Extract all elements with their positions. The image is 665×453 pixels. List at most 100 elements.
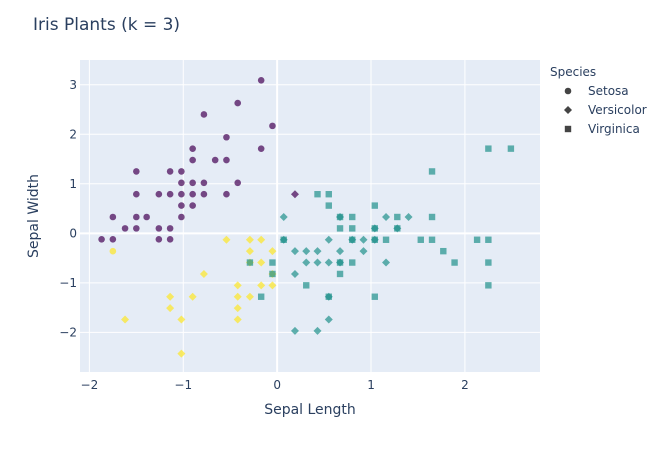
data-point-setosa	[223, 133, 230, 141]
x-tick-labels: −2 −1 0 1 2	[81, 378, 469, 392]
data-point-versicolor	[222, 235, 231, 244]
data-point-virginica	[428, 236, 436, 243]
data-point-versicolor	[313, 247, 322, 256]
data-point-virginica	[485, 236, 492, 243]
data-point-setosa	[166, 235, 174, 243]
data-point-versicolor	[313, 258, 322, 267]
data-point-virginica	[451, 259, 458, 266]
data-point-setosa	[98, 235, 105, 243]
data-point-versicolor	[257, 281, 266, 290]
data-point-virginica	[371, 236, 378, 243]
data-point-setosa	[200, 111, 208, 118]
data-point-setosa	[178, 190, 185, 198]
y-tick-label: 1	[69, 177, 77, 191]
data-point-versicolor	[382, 212, 391, 221]
data-point-virginica	[440, 247, 447, 255]
data-point-setosa	[200, 190, 208, 198]
x-tick-label: −1	[174, 378, 192, 392]
data-point-virginica	[382, 236, 390, 243]
y-tick-label: 0	[69, 226, 77, 240]
data-point-setosa	[109, 213, 117, 221]
data-point-virginica	[507, 145, 515, 152]
x-axis-title: Sepal Length	[264, 402, 356, 418]
data-point-versicolor	[382, 258, 391, 267]
legend-symbol-setosa	[564, 87, 572, 95]
data-point-versicolor	[233, 304, 242, 313]
legend-symbol-versicolor	[564, 106, 572, 114]
data-point-versicolor	[166, 304, 175, 313]
data-point-virginica	[485, 282, 492, 289]
data-point-versicolor	[233, 315, 242, 324]
data-point-setosa	[133, 168, 140, 175]
data-point-virginica	[303, 282, 310, 289]
y-tick-labels: −2 −1 0 1 2 3	[59, 78, 77, 340]
data-point-virginica	[428, 213, 436, 221]
data-point-virginica	[485, 145, 492, 152]
data-point-versicolor	[302, 258, 311, 267]
data-point-setosa	[178, 202, 185, 209]
data-point-versicolor	[359, 247, 368, 256]
data-point-versicolor	[359, 235, 368, 244]
data-point-setosa	[133, 225, 140, 232]
data-point-versicolor	[324, 258, 333, 267]
data-point-virginica	[371, 202, 378, 209]
data-point-versicolor	[290, 326, 299, 335]
data-point-versicolor	[313, 326, 322, 335]
data-point-versicolor	[257, 258, 266, 267]
data-point-setosa	[257, 145, 265, 152]
data-point-setosa	[189, 190, 196, 198]
data-point-setosa	[189, 156, 196, 164]
x-tick-label: 0	[273, 378, 281, 392]
data-point-versicolor	[233, 292, 242, 301]
data-point-virginica	[280, 236, 287, 243]
data-point-setosa	[133, 213, 140, 221]
data-point-virginica	[336, 270, 344, 278]
data-point-virginica	[314, 191, 321, 198]
data-point-setosa	[166, 190, 174, 198]
data-point-versicolor	[324, 235, 333, 244]
data-point-virginica	[269, 270, 276, 278]
data-point-versicolor	[233, 281, 242, 290]
data-point-setosa	[189, 179, 196, 187]
data-point-setosa	[178, 213, 185, 221]
x-tick-label: 2	[461, 378, 469, 392]
data-point-setosa	[257, 77, 265, 84]
y-tick-label: −2	[59, 325, 77, 339]
plot-area	[80, 60, 540, 372]
data-point-versicolor	[324, 315, 333, 324]
data-point-virginica	[325, 293, 332, 300]
data-point-versicolor	[290, 190, 299, 199]
data-point-versicolor	[245, 292, 254, 301]
data-point-setosa	[166, 168, 174, 175]
data-point-setosa	[178, 168, 185, 175]
data-point-virginica	[394, 213, 401, 221]
data-point-setosa	[200, 179, 208, 187]
data-point-setosa	[133, 190, 140, 198]
data-point-setosa	[109, 247, 117, 255]
data-point-versicolor	[199, 269, 208, 278]
y-tick-label: 2	[69, 127, 77, 141]
data-point-setosa	[269, 122, 276, 130]
data-points	[98, 77, 515, 358]
data-point-setosa	[189, 145, 196, 152]
data-point-setosa	[155, 190, 163, 198]
data-point-setosa	[223, 190, 230, 198]
legend-label-setosa: Setosa	[588, 84, 629, 98]
data-point-setosa	[155, 225, 163, 232]
data-point-virginica	[257, 293, 265, 300]
data-point-setosa	[166, 225, 174, 232]
data-point-virginica	[325, 202, 332, 209]
data-point-virginica	[349, 259, 356, 266]
data-point-virginica	[417, 236, 424, 243]
data-point-setosa	[143, 213, 150, 221]
data-point-versicolor	[268, 247, 277, 256]
data-point-virginica	[269, 259, 276, 266]
data-point-virginica	[485, 259, 492, 266]
data-point-setosa	[189, 202, 196, 209]
data-point-virginica	[371, 225, 378, 232]
data-point-versicolor	[121, 315, 130, 324]
chart-title: Iris Plants (k = 3)	[33, 15, 180, 35]
data-point-virginica	[336, 213, 344, 221]
data-point-setosa	[234, 179, 242, 187]
